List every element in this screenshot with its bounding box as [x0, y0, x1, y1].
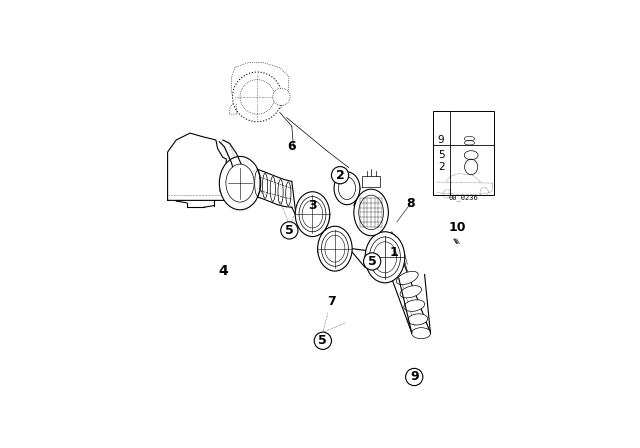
Ellipse shape [396, 271, 419, 284]
Bar [433, 111, 493, 195]
Circle shape [332, 167, 349, 184]
Ellipse shape [299, 197, 326, 232]
Ellipse shape [226, 164, 254, 202]
Ellipse shape [334, 172, 360, 205]
Ellipse shape [220, 156, 260, 210]
Text: 9: 9 [438, 135, 444, 145]
Circle shape [406, 368, 423, 386]
Polygon shape [168, 133, 226, 200]
Ellipse shape [400, 286, 422, 298]
Ellipse shape [302, 200, 323, 228]
Text: 00_0236: 00_0236 [449, 194, 478, 201]
Polygon shape [362, 176, 380, 186]
Ellipse shape [412, 327, 431, 339]
Text: 10: 10 [449, 221, 466, 234]
Text: 8: 8 [406, 197, 415, 210]
Text: 3: 3 [308, 199, 317, 212]
Text: 5: 5 [438, 150, 444, 160]
Ellipse shape [295, 192, 330, 237]
Circle shape [232, 72, 282, 122]
Ellipse shape [358, 195, 383, 230]
Text: 2: 2 [438, 162, 444, 172]
Text: 7: 7 [327, 295, 336, 308]
Ellipse shape [354, 189, 388, 236]
Text: 6: 6 [287, 140, 296, 153]
Text: 2: 2 [336, 169, 344, 182]
Ellipse shape [365, 232, 404, 283]
Ellipse shape [369, 237, 401, 278]
Text: 5: 5 [285, 224, 294, 237]
Ellipse shape [317, 226, 352, 271]
Circle shape [273, 88, 290, 106]
Text: 9: 9 [410, 370, 419, 383]
Text: 5: 5 [319, 334, 327, 347]
Text: 5: 5 [368, 255, 376, 268]
Circle shape [314, 332, 332, 349]
Text: 1: 1 [389, 246, 398, 258]
Circle shape [281, 222, 298, 239]
Text: 4: 4 [218, 264, 228, 278]
Ellipse shape [408, 314, 428, 325]
Ellipse shape [339, 177, 356, 199]
Ellipse shape [325, 235, 345, 262]
Ellipse shape [404, 300, 424, 311]
Ellipse shape [321, 231, 348, 266]
Circle shape [364, 253, 381, 270]
Ellipse shape [373, 242, 397, 273]
